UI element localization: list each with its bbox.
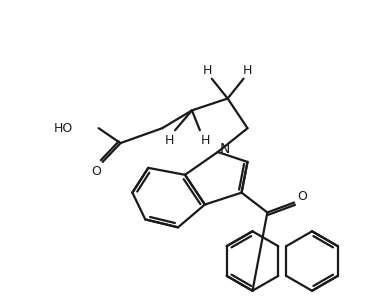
Text: O: O: [297, 190, 307, 203]
Text: O: O: [92, 165, 102, 178]
Text: H: H: [201, 134, 210, 147]
Text: HO: HO: [54, 122, 73, 135]
Text: H: H: [203, 64, 212, 77]
Text: H: H: [164, 134, 174, 147]
Text: N: N: [219, 142, 230, 156]
Text: H: H: [243, 64, 252, 77]
